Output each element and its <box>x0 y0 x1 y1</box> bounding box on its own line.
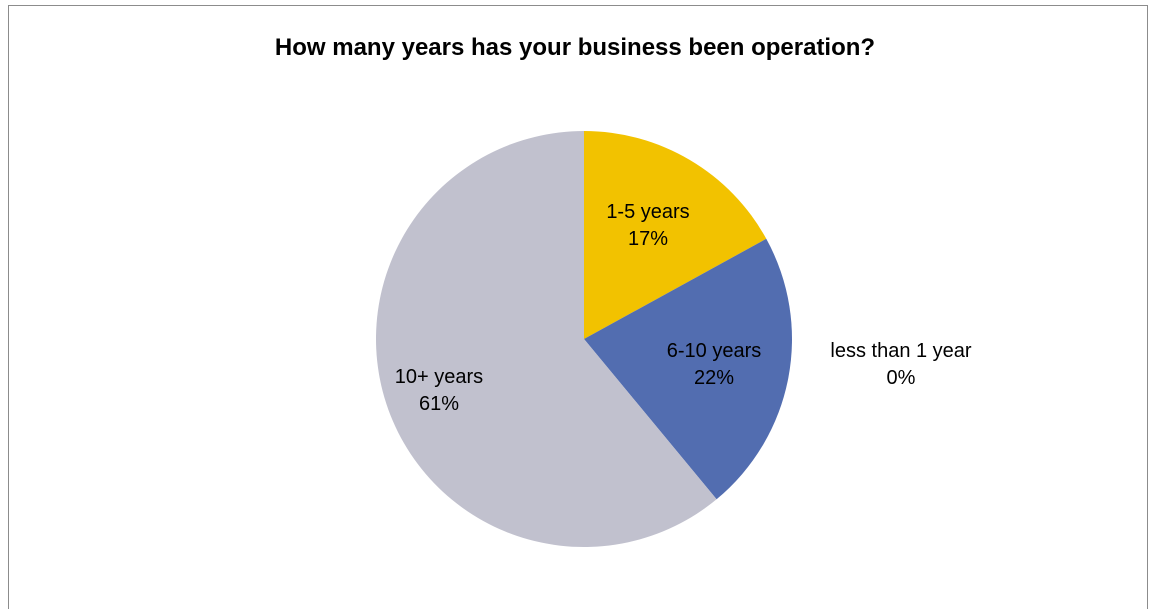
chart-title: How many years has your business been op… <box>274 34 876 61</box>
slice-label-less-than-1-year: less than 1 year 0% <box>830 340 972 389</box>
pie-slices <box>375 131 792 548</box>
slice-label-1-5-years: 1-5 years 17% <box>606 201 689 250</box>
slice-1-5-years <box>584 131 767 339</box>
slice-label-6-10-years: 6-10 years 22% <box>667 340 762 389</box>
slice-10-years <box>375 131 717 548</box>
slice-label-10-years: 10+ years 61% <box>395 366 483 415</box>
pie-labels: less than 1 year 0% 1-5 years 17% 6-10 years… <box>395 201 972 415</box>
slice-6-10-years <box>584 238 792 500</box>
